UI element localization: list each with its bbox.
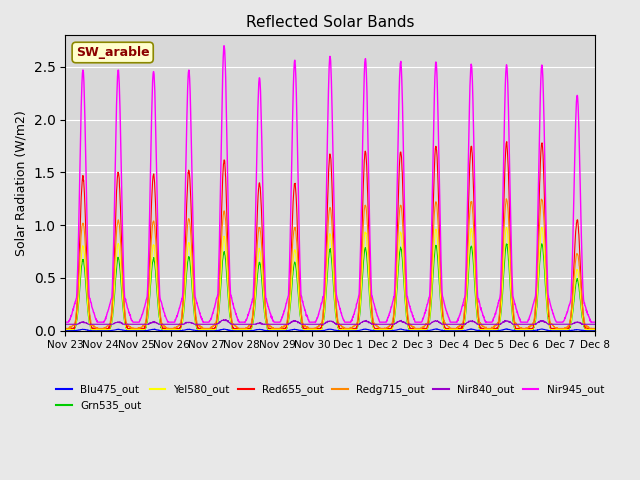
Red655_out bbox=[559, 325, 567, 331]
Blu475_out bbox=[484, 328, 492, 334]
Nir945_out bbox=[545, 293, 552, 299]
Grn535_out bbox=[209, 327, 217, 333]
Nir840_out bbox=[559, 322, 567, 327]
Grn535_out bbox=[345, 327, 353, 333]
Blu475_out bbox=[61, 328, 69, 334]
Yel580_out bbox=[61, 327, 69, 333]
Grn535_out bbox=[545, 316, 552, 322]
Grn535_out bbox=[484, 327, 492, 333]
Yel580_out bbox=[209, 327, 217, 333]
Redg715_out bbox=[591, 325, 598, 331]
Blu475_out bbox=[61, 328, 69, 334]
Redg715_out bbox=[209, 323, 217, 329]
Blu475_out bbox=[502, 326, 509, 332]
Blu475_out bbox=[591, 328, 598, 334]
Nir945_out bbox=[220, 43, 228, 48]
Nir840_out bbox=[209, 322, 217, 327]
Nir840_out bbox=[222, 317, 230, 323]
Redg715_out bbox=[356, 277, 364, 283]
Nir945_out bbox=[209, 311, 217, 316]
Grn535_out bbox=[356, 303, 364, 309]
Grn535_out bbox=[559, 327, 567, 333]
Red655_out bbox=[356, 273, 364, 278]
Yel580_out bbox=[538, 224, 546, 230]
Blu475_out bbox=[209, 328, 217, 334]
Blu475_out bbox=[559, 328, 567, 334]
Nir945_out bbox=[346, 319, 353, 325]
Line: Grn535_out: Grn535_out bbox=[65, 244, 595, 330]
Redg715_out bbox=[345, 325, 353, 331]
Yel580_out bbox=[345, 327, 353, 333]
Line: Yel580_out: Yel580_out bbox=[65, 227, 595, 330]
Redg715_out bbox=[61, 325, 69, 331]
Yel580_out bbox=[545, 315, 552, 321]
Text: SW_arable: SW_arable bbox=[76, 46, 150, 59]
Yel580_out bbox=[559, 327, 567, 333]
Redg715_out bbox=[559, 325, 567, 331]
Nir840_out bbox=[591, 322, 598, 327]
Nir840_out bbox=[357, 320, 365, 326]
Legend: Blu475_out, Grn535_out, Yel580_out, Red655_out, Redg715_out, Nir840_out, Nir945_: Blu475_out, Grn535_out, Yel580_out, Red6… bbox=[52, 380, 608, 416]
Yel580_out bbox=[356, 298, 364, 303]
Nir840_out bbox=[545, 321, 552, 327]
Line: Blu475_out: Blu475_out bbox=[65, 329, 595, 331]
Grn535_out bbox=[538, 241, 546, 247]
Line: Nir840_out: Nir840_out bbox=[65, 320, 595, 324]
Red655_out bbox=[503, 139, 511, 144]
Nir945_out bbox=[591, 319, 598, 325]
Line: Red655_out: Red655_out bbox=[65, 142, 595, 328]
Blu475_out bbox=[357, 327, 365, 333]
Redg715_out bbox=[545, 302, 552, 308]
Red655_out bbox=[61, 325, 69, 331]
Grn535_out bbox=[61, 327, 69, 333]
Red655_out bbox=[484, 325, 492, 331]
Red655_out bbox=[209, 325, 217, 331]
Nir840_out bbox=[61, 322, 69, 327]
Nir945_out bbox=[61, 319, 69, 325]
Nir945_out bbox=[559, 319, 567, 325]
Redg715_out bbox=[484, 325, 492, 331]
Red655_out bbox=[345, 325, 353, 331]
Grn535_out bbox=[591, 327, 598, 333]
Redg715_out bbox=[502, 196, 510, 202]
Yel580_out bbox=[484, 326, 492, 332]
Line: Redg715_out: Redg715_out bbox=[65, 199, 595, 328]
Y-axis label: Solar Radiation (W/m2): Solar Radiation (W/m2) bbox=[15, 110, 28, 256]
Blu475_out bbox=[545, 328, 552, 334]
Title: Reflected Solar Bands: Reflected Solar Bands bbox=[246, 15, 414, 30]
Red655_out bbox=[545, 303, 552, 309]
Line: Nir945_out: Nir945_out bbox=[65, 46, 595, 322]
Nir945_out bbox=[484, 319, 492, 325]
Nir945_out bbox=[357, 233, 365, 239]
Blu475_out bbox=[346, 327, 353, 333]
Yel580_out bbox=[591, 327, 598, 333]
Nir840_out bbox=[484, 322, 492, 327]
Red655_out bbox=[591, 325, 598, 331]
Nir840_out bbox=[346, 322, 353, 327]
